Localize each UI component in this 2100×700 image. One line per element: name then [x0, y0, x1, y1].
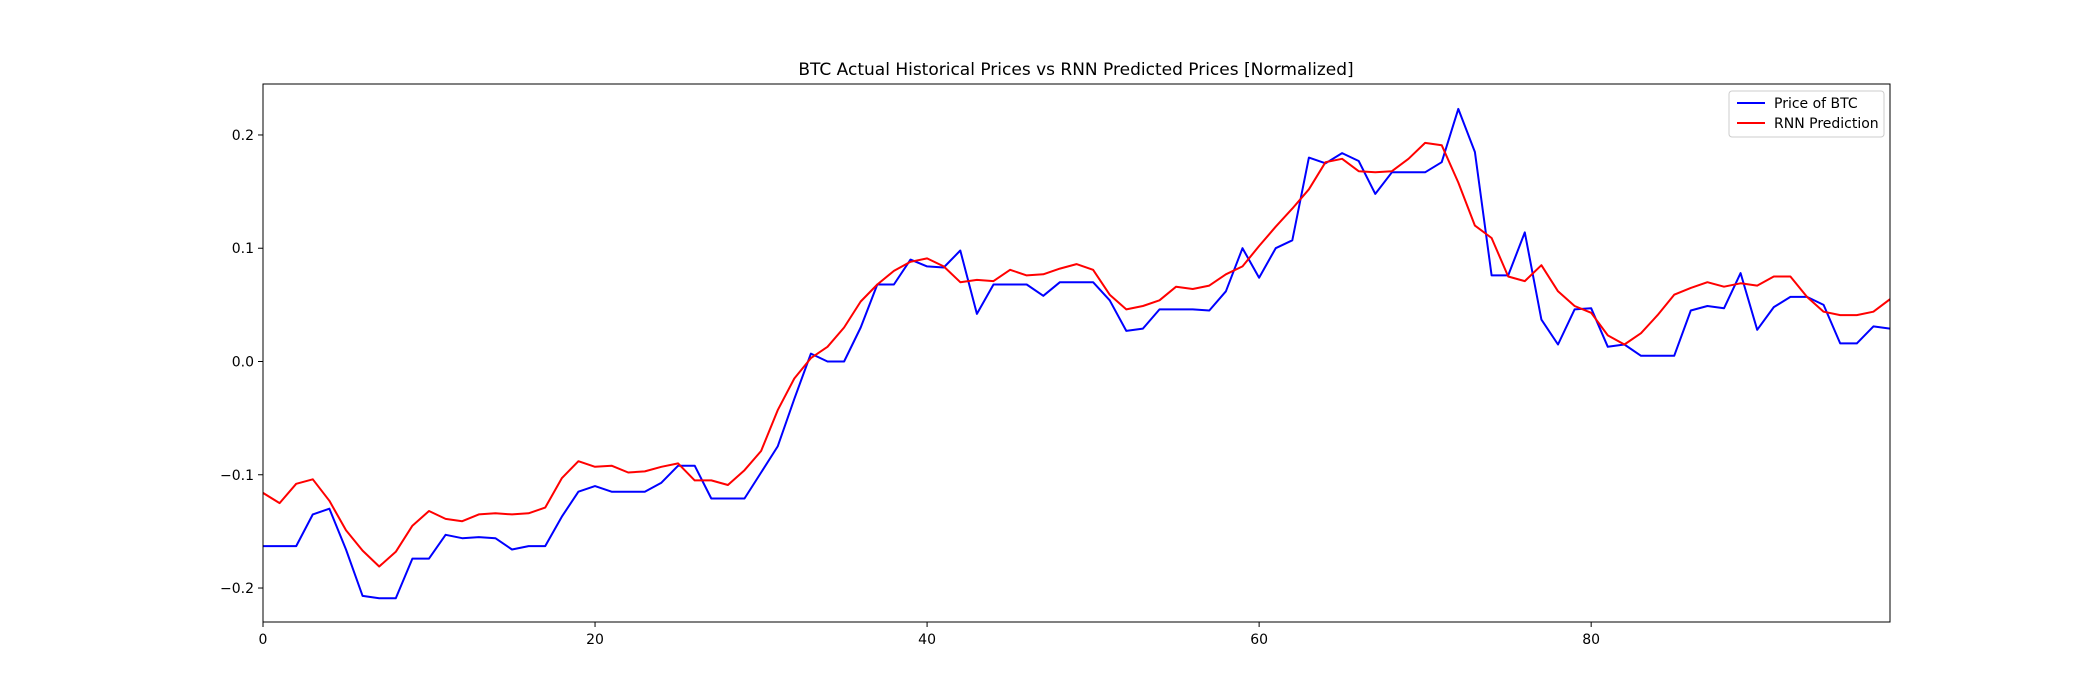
y-tick-label: −0.1	[220, 468, 254, 484]
legend-box	[1728, 90, 1885, 138]
legend-label-prediction: RNN Prediction	[1774, 116, 1879, 132]
chart-title: BTC Actual Historical Prices vs RNN Pred…	[798, 60, 1353, 80]
x-axis: 0 20 40 60 80	[259, 622, 1600, 648]
y-axis: −0.2 −0.1 0.0 0.1 0.2	[220, 128, 263, 597]
legend: Price of BTC RNN Prediction	[1728, 90, 1885, 138]
plot-area	[262, 83, 1891, 623]
x-tick-label: 40	[918, 632, 936, 648]
y-tick-label: 0.0	[232, 354, 254, 370]
x-tick-label: 80	[1582, 632, 1600, 648]
axes-frame	[262, 83, 1891, 623]
series-line-price-of-btc	[263, 107, 1890, 600]
x-tick-label: 20	[586, 632, 604, 648]
x-tick-label: 60	[1250, 632, 1268, 648]
y-tick-label: 0.1	[232, 241, 254, 257]
series-line-rnn-prediction	[263, 141, 1890, 568]
y-tick-label: 0.2	[232, 128, 254, 144]
legend-label-price: Price of BTC	[1774, 96, 1858, 112]
x-tick-label: 0	[259, 632, 268, 648]
y-tick-label: −0.2	[220, 581, 254, 597]
